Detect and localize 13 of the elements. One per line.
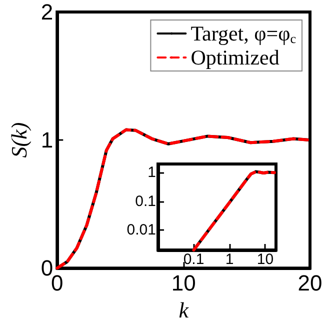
x-tick-label: 10 bbox=[171, 270, 196, 296]
x-axis-title: k bbox=[178, 298, 190, 322]
x-tick-label: 1 bbox=[225, 251, 234, 268]
y-tick-label: 1 bbox=[40, 128, 54, 153]
y-axis-title: S(k) bbox=[6, 122, 32, 158]
x-tick-label: 10 bbox=[256, 251, 274, 268]
x-tick-label: 0.1 bbox=[183, 251, 204, 268]
y-tick-label: 0.01 bbox=[126, 221, 156, 238]
y-tick-label: 0.1 bbox=[135, 192, 156, 210]
y-tick-label: 1 bbox=[148, 164, 156, 182]
x-tick-label: 20 bbox=[298, 270, 322, 296]
y-tick-label: 2 bbox=[40, 0, 54, 24]
legend-label: Optimized bbox=[190, 46, 280, 70]
